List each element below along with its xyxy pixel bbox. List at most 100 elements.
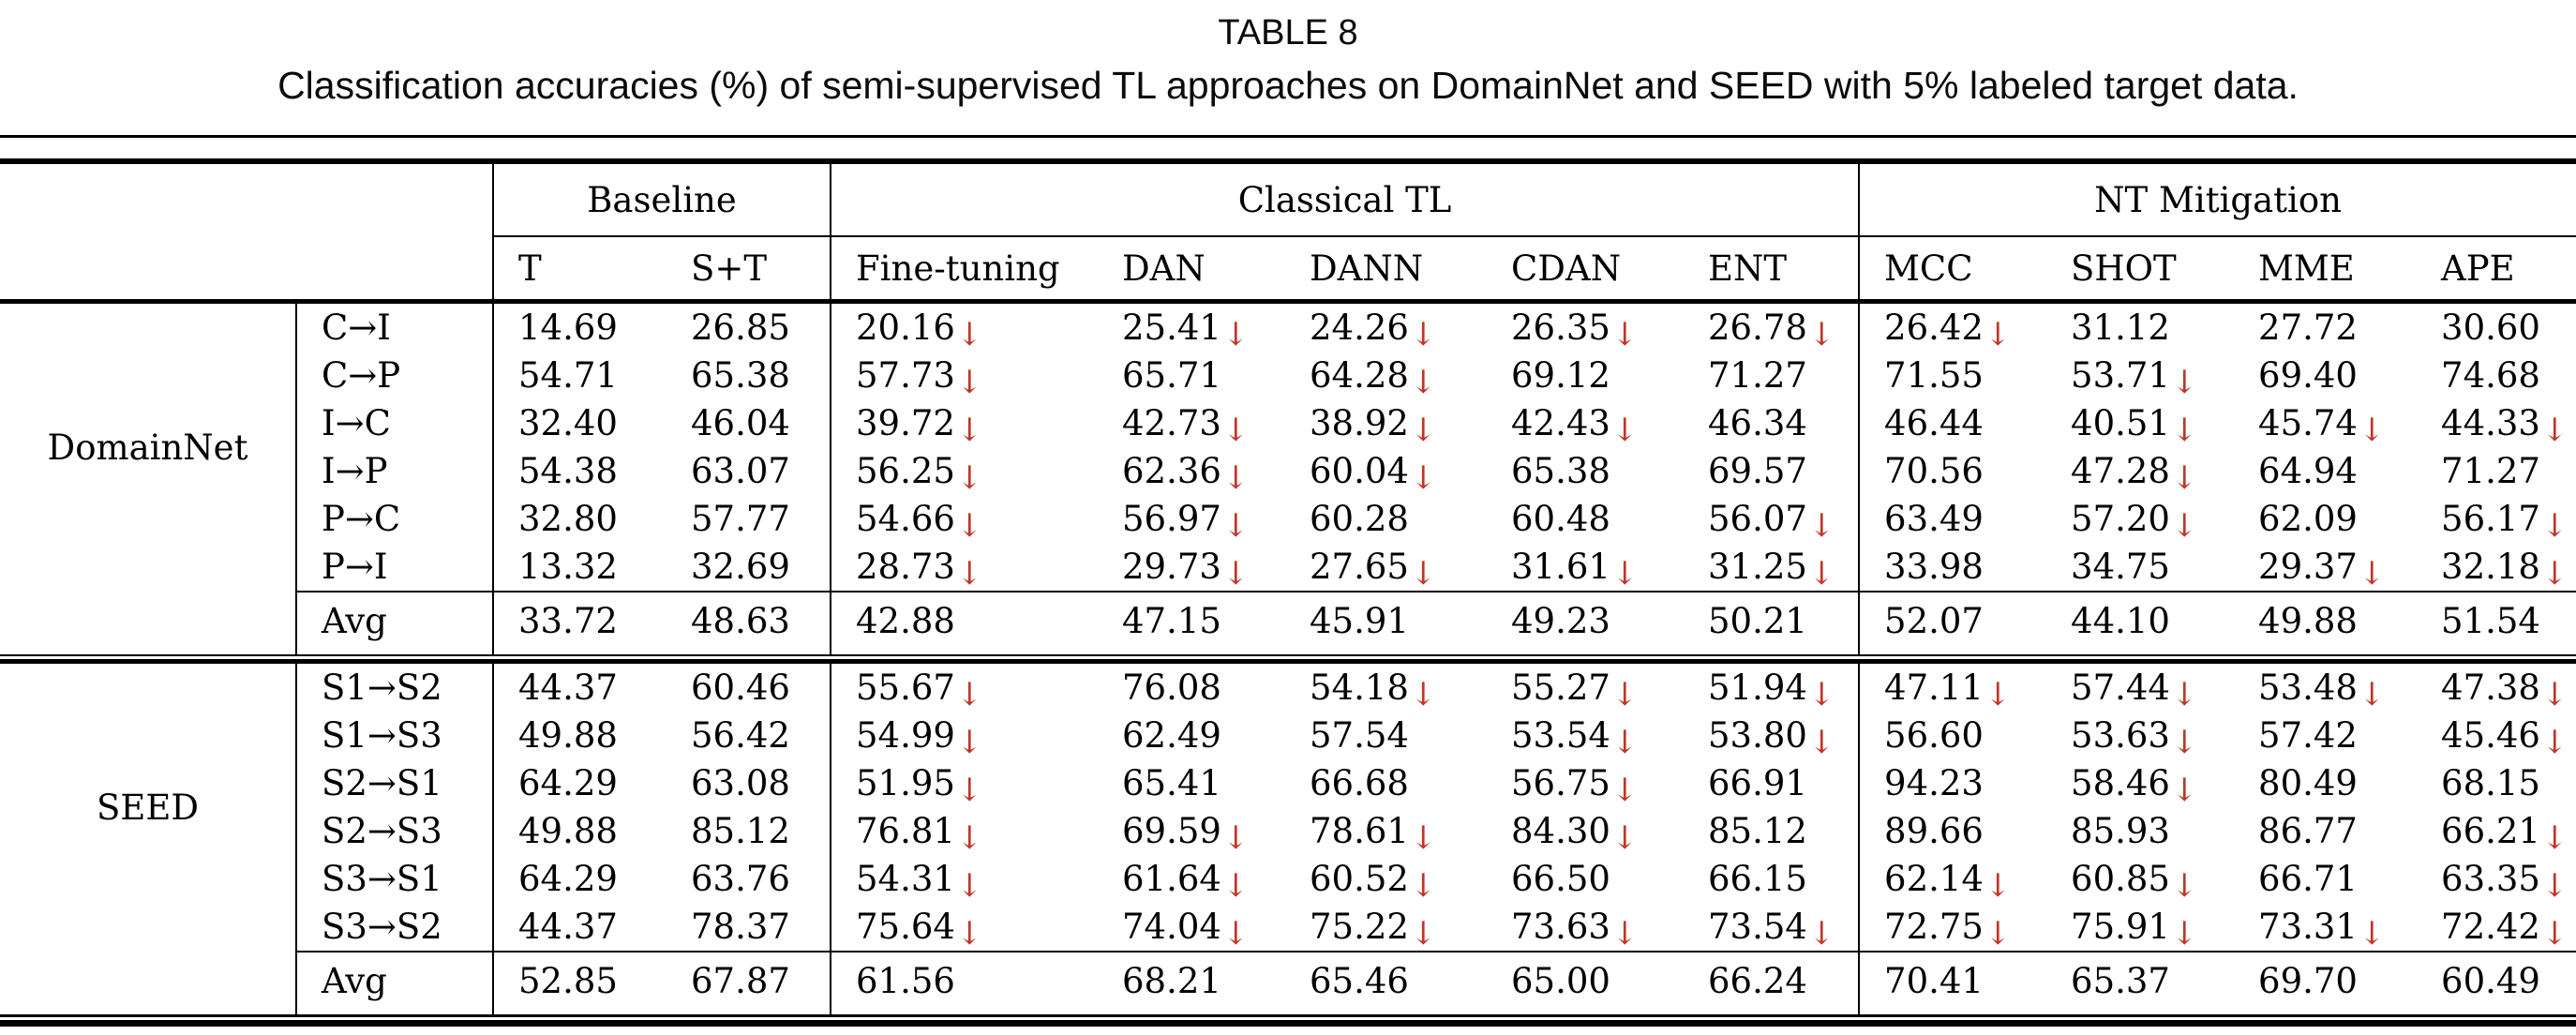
accuracy-value: 31.25 (1708, 547, 1807, 587)
accuracy-value: 56.17 (2441, 499, 2540, 539)
accuracy-value: 29.37 (2258, 547, 2358, 587)
drop-arrow-icon: ↓ (2170, 411, 2198, 449)
drop-arrow-icon: ↓ (1610, 771, 1639, 809)
accuracy-value: 66.68 (1310, 763, 1409, 803)
accuracy-value: 63.76 (691, 859, 790, 899)
accuracy-value: 45.46 (2441, 715, 2540, 756)
accuracy-value: 57.44 (2071, 668, 2170, 708)
drop-arrow-icon: ↓ (955, 771, 983, 809)
drop-arrow-icon: ↓ (955, 554, 983, 592)
accuracy-value: 85.12 (691, 811, 790, 851)
accuracy-value: 63.07 (691, 451, 790, 491)
col-header-fine-tuning: Fine-tuning (830, 236, 1098, 304)
transfer-pair: C→P (295, 352, 493, 399)
accuracy-value: 54.31 (856, 859, 955, 899)
accuracy-value: 13.32 (492, 543, 666, 592)
drop-arrow-icon: ↓ (2358, 411, 2386, 449)
accuracy-value: 54.18 (1310, 668, 1409, 708)
col-group-nt-mitigation: NT Mitigation (1858, 161, 2576, 237)
accuracy-value: 94.23 (1858, 759, 2047, 807)
accuracy-value: 51.94 (1708, 668, 1807, 708)
accuracy-value: 73.31 (2258, 907, 2358, 947)
results-table: Baseline Classical TL NT Mitigation T S+… (0, 158, 2576, 1017)
drop-arrow-icon: ↓ (2358, 914, 2386, 952)
transfer-pair: S2→S3 (295, 807, 493, 855)
drop-arrow-icon: ↓ (1409, 554, 1437, 592)
transfer-pair: C→I (295, 301, 493, 352)
drop-arrow-icon: ↓ (2540, 506, 2569, 545)
accuracy-value: 44.10 (2046, 591, 2235, 655)
bottom-thick-rule (0, 1020, 2576, 1027)
accuracy-value: 85.93 (2071, 811, 2170, 851)
drop-arrow-icon: ↓ (1409, 818, 1437, 857)
accuracy-value: 38.92 (1310, 403, 1409, 443)
drop-arrow-icon: ↓ (955, 914, 983, 952)
accuracy-value: 64.29 (492, 759, 666, 807)
accuracy-value: 52.85 (492, 951, 666, 1016)
accuracy-value: 30.60 (2441, 308, 2540, 348)
drop-arrow-icon: ↓ (1807, 506, 1835, 545)
transfer-pair: S1→S3 (295, 712, 493, 759)
col-header-cdan: CDAN (1487, 236, 1684, 304)
drop-arrow-icon: ↓ (2540, 411, 2569, 449)
accuracy-value: 64.29 (492, 855, 666, 903)
table-row: I→P 54.38 63.07 56.25↓ 62.36↓ 60.04↓ 65.38 69.5… (0, 447, 2576, 497)
table-number: TABLE 8 (1218, 13, 1358, 52)
drop-arrow-icon: ↓ (1409, 866, 1437, 905)
col-header-mcc: MCC (1858, 236, 2047, 304)
table-row: SEED S1→S2 44.37 60.46 55.67↓ 76.08 54.18↓ 55.2… (0, 661, 2576, 828)
accuracy-value: 60.04 (1310, 451, 1409, 491)
accuracy-value: 71.55 (1858, 352, 2047, 399)
accuracy-value: 76.08 (1122, 668, 1221, 708)
drop-arrow-icon: ↓ (1807, 723, 1835, 761)
accuracy-value: 64.94 (2258, 451, 2358, 491)
accuracy-value: 27.65 (1310, 547, 1409, 587)
dataset-label: SEED (96, 788, 200, 828)
accuracy-value: 20.16 (856, 308, 955, 348)
accuracy-value: 33.98 (1858, 543, 2047, 592)
rule-gap (0, 138, 2576, 158)
accuracy-value: 42.43 (1511, 403, 1610, 443)
avg-label: Avg (295, 951, 493, 1016)
accuracy-value: 49.88 (2234, 591, 2418, 655)
accuracy-value: 45.91 (1285, 591, 1487, 655)
accuracy-value: 80.49 (2258, 763, 2358, 803)
accuracy-value: 62.14 (1884, 859, 1984, 899)
accuracy-value: 52.07 (1858, 591, 2047, 655)
accuracy-value: 66.15 (1708, 859, 1807, 899)
accuracy-value: 54.99 (856, 715, 955, 756)
accuracy-value: 46.44 (1858, 399, 2047, 447)
accuracy-value: 42.73 (1122, 403, 1221, 443)
accuracy-value: 50.21 (1684, 591, 1860, 655)
accuracy-value: 61.56 (830, 951, 1098, 1016)
section-divider (0, 654, 2576, 664)
accuracy-value: 55.67 (856, 668, 955, 708)
accuracy-value: 72.42 (2441, 907, 2540, 947)
accuracy-value: 89.66 (1858, 807, 2047, 855)
accuracy-value: 72.75 (1884, 907, 1984, 947)
accuracy-value: 32.80 (492, 495, 666, 543)
drop-arrow-icon: ↓ (1221, 315, 1250, 353)
accuracy-value: 69.40 (2258, 355, 2358, 396)
accuracy-value: 54.38 (492, 447, 666, 495)
accuracy-value: 44.33 (2441, 403, 2540, 443)
accuracy-value: 54.66 (856, 499, 955, 539)
transfer-pair: S2→S1 (295, 759, 493, 807)
transfer-pair: P→I (295, 543, 493, 592)
accuracy-value: 74.68 (2441, 355, 2540, 396)
drop-arrow-icon: ↓ (1409, 363, 1437, 401)
accuracy-value: 26.35 (1511, 308, 1610, 348)
table-row: I→C 32.40 46.04 39.72↓ 42.73↓ 38.92↓ 42.43↓ 46.… (0, 399, 2576, 449)
accuracy-value: 57.54 (1310, 715, 1409, 756)
drop-arrow-icon: ↓ (955, 723, 983, 761)
drop-arrow-icon: ↓ (1610, 554, 1639, 592)
table-row: C→P 54.71 65.38 57.73↓ 65.71 64.28↓ 69.12 71.27… (0, 352, 2576, 401)
accuracy-value: 57.77 (691, 499, 790, 539)
table-row: S2→S1 64.29 63.08 51.95↓ 65.41 66.68 56.75↓ 66.… (0, 759, 2576, 809)
drop-arrow-icon: ↓ (2540, 675, 2569, 713)
col-header-mme: MME (2234, 236, 2418, 304)
col-header-dan: DAN (1098, 236, 1285, 304)
table-row: P→I 13.32 32.69 28.73↓ 29.73↓ 27.65↓ 31.61↓ 31.… (0, 543, 2576, 592)
accuracy-value: 53.71 (2071, 355, 2170, 396)
accuracy-value: 47.28 (2071, 451, 2170, 491)
